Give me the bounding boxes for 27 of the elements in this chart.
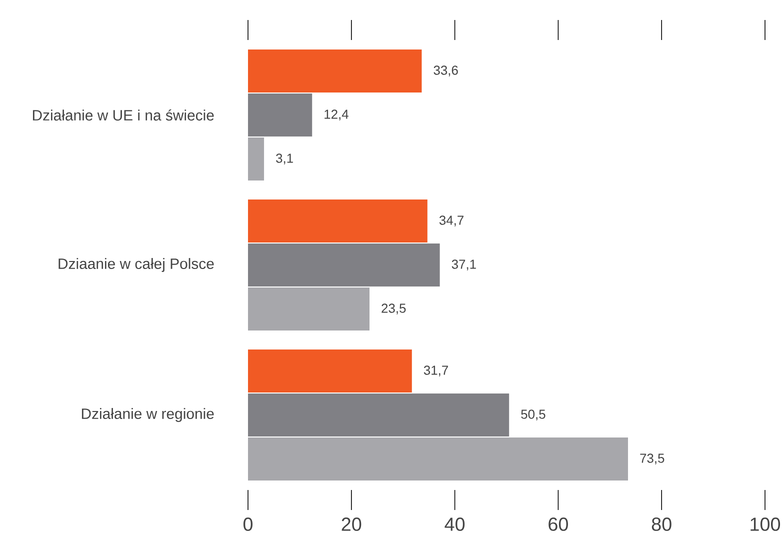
bar	[248, 288, 370, 331]
data-label: 3,1	[276, 154, 293, 164]
bar	[248, 244, 440, 287]
bar	[248, 394, 510, 437]
bar	[248, 50, 422, 93]
y-tick-label: Działanie w regionie	[82, 408, 214, 422]
x-tick-label: 100	[750, 518, 780, 531]
data-label: 50,5	[521, 410, 546, 420]
bar	[248, 94, 312, 137]
y-tick-label: Działanie w UE i na świecie	[32, 109, 214, 121]
bar	[248, 138, 264, 181]
bar	[248, 350, 412, 393]
bar	[248, 438, 628, 481]
x-tick-label: 80	[652, 518, 672, 531]
y-tick-label: Dziaanie w całej Polsce	[58, 258, 214, 272]
data-label: 37,1	[452, 260, 476, 270]
data-label: 31,7	[424, 366, 448, 376]
bar	[248, 200, 428, 243]
data-label: 23,5	[382, 304, 406, 314]
x-tick-label: 40	[444, 518, 465, 531]
data-label: 73,5	[640, 454, 664, 464]
x-tick-label: 20	[342, 518, 362, 531]
data-label: 34,7	[439, 216, 464, 226]
x-tick-label: 60	[548, 518, 568, 531]
data-label: 33,6	[434, 66, 458, 76]
x-tick-label: 0	[243, 518, 253, 531]
data-label: 12,4	[324, 110, 348, 120]
